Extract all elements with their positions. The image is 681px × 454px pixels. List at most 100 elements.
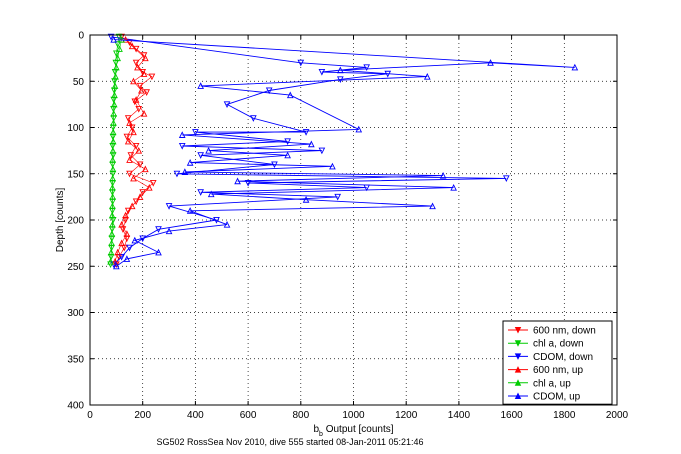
legend-box [502, 320, 613, 405]
legend-item: CDOM, up [508, 392, 581, 403]
series-2 [107, 33, 510, 269]
data-point [286, 91, 294, 99]
legend-marker [514, 392, 522, 400]
data-point [134, 63, 141, 71]
data-point [132, 96, 140, 103]
data-point [118, 239, 125, 247]
figure-caption: SG502 RossSea Nov 2010, dive 555 started… [156, 437, 423, 447]
y-tick-label: 50 [73, 77, 85, 88]
y-tick-label: 100 [67, 123, 84, 134]
data-point [113, 63, 120, 71]
x-tick-label: 1400 [448, 410, 471, 421]
data-point [250, 115, 257, 122]
series-line [111, 36, 507, 265]
data-point [148, 73, 156, 81]
data-point [109, 221, 116, 228]
series-line [116, 36, 154, 265]
data-point [192, 129, 199, 136]
data-point [178, 131, 186, 138]
data-point [109, 156, 116, 163]
data-point [302, 129, 310, 136]
data-point [297, 59, 305, 67]
x-tick-label: 1000 [342, 410, 365, 421]
y-tick-label: 350 [67, 354, 84, 365]
data-point [130, 77, 137, 85]
y-tick-label: 200 [67, 216, 84, 227]
data-point [334, 193, 342, 201]
data-point [111, 68, 119, 76]
data-point [197, 189, 204, 196]
data-point [423, 73, 431, 80]
data-point [140, 70, 148, 77]
legend-marker [514, 340, 522, 347]
grid [89, 34, 618, 406]
data-point [113, 262, 120, 270]
data-point [165, 227, 173, 235]
data-point [329, 162, 336, 170]
x-tick-label: 800 [292, 410, 309, 421]
series-line [110, 39, 122, 262]
data-point [110, 100, 118, 108]
data-point [109, 174, 116, 182]
data-point [108, 230, 116, 237]
data-point [139, 189, 147, 196]
data-point [126, 156, 133, 163]
data-point [126, 170, 133, 178]
data-point [571, 63, 579, 71]
data-point [123, 230, 131, 237]
legend-marker [514, 379, 522, 386]
data-point [130, 174, 137, 182]
data-point [318, 68, 326, 76]
data-point [118, 253, 125, 261]
data-point [132, 59, 140, 67]
data-point [135, 147, 143, 154]
data-point [107, 258, 114, 265]
data-point [130, 128, 137, 136]
legend-item: 600 nm, up [508, 365, 583, 376]
data-point [244, 179, 252, 187]
data-point [124, 207, 132, 215]
y-tick-label: 250 [67, 262, 84, 273]
ticks: 0 200 400 600 800 1000 1200 1400 1600 1800 2000 0 50… [67, 31, 628, 422]
legend-item: CDOM, down [508, 352, 593, 363]
x-axis-label-sub: b [319, 431, 323, 438]
data-point [136, 82, 144, 90]
data-point [113, 50, 120, 58]
series-line [114, 39, 150, 262]
data-point [143, 89, 150, 96]
data-layer [107, 33, 579, 270]
data-point [111, 82, 119, 89]
data-point [123, 133, 131, 141]
legend-label: CDOM, down [533, 352, 593, 363]
data-point [503, 175, 510, 182]
data-point [197, 82, 204, 89]
data-point [128, 202, 136, 210]
legend-label: CDOM, up [533, 392, 581, 403]
data-point [302, 196, 310, 203]
data-point [186, 159, 194, 166]
data-point [115, 33, 123, 41]
data-point [114, 41, 121, 48]
data-point [142, 165, 149, 173]
data-point [142, 54, 149, 62]
data-point [205, 147, 212, 154]
data-point [118, 221, 125, 228]
y-tick-label: 0 [78, 31, 84, 42]
data-point [336, 76, 344, 84]
data-point [109, 142, 116, 150]
legend-item: chl a, up [508, 378, 571, 389]
data-point [132, 142, 140, 150]
data-point [123, 235, 131, 243]
legend-marker [514, 353, 522, 360]
data-point [149, 179, 157, 187]
data-point [140, 110, 148, 117]
data-point [363, 64, 371, 71]
data-point [109, 165, 117, 173]
data-point [284, 151, 291, 159]
data-point [126, 119, 133, 126]
x-tick-label: 400 [187, 410, 204, 421]
data-point [136, 161, 144, 169]
legend-label: chl a, down [533, 339, 584, 350]
